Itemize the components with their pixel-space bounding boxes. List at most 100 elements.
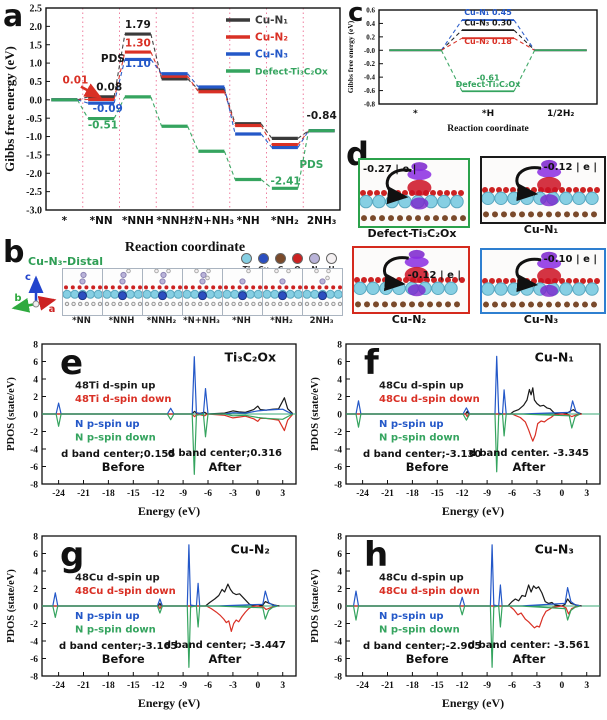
chart-text: Defect-Ti₃C₂Ox [456,80,522,89]
chart-text: -15 [127,681,140,691]
chart-text: -2 [30,428,38,438]
o-atom [566,278,572,284]
ti-atom [507,191,521,206]
c-atom [564,211,570,218]
ti-atom [372,194,386,209]
charge-density-art [354,249,465,308]
connector-line [223,151,236,180]
chart-text: -0.2 [364,60,376,68]
panel-d-charge-density: -0.27 | e | Defect-Ti₃C₂Ox -0.12 | e | Cu-N… [345,138,607,336]
panel-h-pdos-chart: -8 -6 -4 -2 0 2 4 6 8 -24 -21 -18 -15 -12 -9 -6 -3 0 3 h Cu-… [310,532,601,710]
connector-line [260,133,273,148]
charge-density-caption: Cu-N₃ [523,313,559,326]
chart-text: b [14,293,21,304]
h-atom [278,301,283,307]
connector-line [187,75,199,93]
chart-text: -4 [334,445,342,455]
chart-text: 3 [584,489,589,499]
ti-atom [507,282,521,296]
structure-step-label: *NH [232,316,251,326]
chart-text: 8 [33,340,38,350]
chart-text: 4 [337,567,342,577]
ti-atom [245,289,255,299]
o-atom [104,285,108,290]
o-atom [218,285,222,290]
c-atom [454,301,460,308]
ti-atom [125,289,135,299]
chart-text: 2 [337,585,342,595]
h-atom [198,301,203,307]
o-atom [438,277,444,283]
o-atom [124,285,129,290]
chart-text: -18 [406,681,419,691]
chart-text: PDS [299,159,323,171]
o-atom [573,278,579,284]
pdos-curve [42,605,278,668]
o-atom [204,285,209,290]
c-atom [483,301,489,308]
c-atom [382,301,388,308]
connector-line [513,37,535,51]
c-atom [510,211,516,218]
chart-text: -8 [334,672,342,682]
chart-text: 48Cu d-spin up [379,381,464,392]
chart-text: -6 [30,463,38,473]
isosurface-red [537,176,562,193]
ti-atom [165,289,175,299]
chart-text: After [512,460,545,474]
cu-atom [238,291,247,301]
ti-atom [183,289,192,299]
c-atom [433,215,439,222]
o-atom [445,277,451,283]
connector-line [440,19,463,51]
ti-atom [173,289,182,299]
o-atom [482,278,488,284]
chart-text: N p-spin down [379,624,460,635]
chart-text: -6 [508,681,516,691]
o-atom [374,190,380,196]
o-atom [110,285,115,290]
isosurface-purple [540,194,559,207]
o-atom [431,277,437,283]
isosurface-purple [407,169,432,181]
h-atom [297,301,302,307]
h-atom [271,301,276,307]
h-atom [324,301,329,307]
o-atom [178,285,182,290]
structure-step-label: *NN [72,316,91,326]
n-atom [199,278,206,285]
o-atom [84,285,89,290]
ti-atom [379,281,393,296]
o-atom [452,277,458,283]
chart-text: -12 [152,489,165,499]
ti-atom [230,289,240,299]
chart-text: d band center;-2.905 [363,641,481,652]
h-atom [337,301,342,307]
o-atom [211,285,216,290]
ti-atom [437,194,451,209]
ti-atom [70,289,80,299]
h-atom [126,269,131,274]
c-atom [355,301,361,308]
chart-text: -15 [431,489,444,499]
plot-border [45,7,341,211]
ti-atom [270,289,280,299]
charge-density-caption: Cu-N₂ [391,313,427,326]
o-atom [503,187,509,193]
c-atom [555,301,561,308]
chart-text: 48Cu d-spin up [75,573,160,584]
connector-line [440,29,463,51]
h-atom [251,301,256,307]
chart-text: -18 [406,489,419,499]
h-atom [284,301,289,307]
chart-text: 2.0 [30,22,43,33]
o-atom [482,187,488,193]
c-atom [483,211,489,218]
h-atom [246,269,251,274]
h-atom [238,301,243,307]
panel-f-pdos-chart: -8 -6 -4 -2 0 2 4 6 8 -24 -21 -18 -15 -12 -9 -6 -3 0 3 f Cu-… [310,340,601,518]
o-atom [157,285,162,290]
chart-text: 48Ti d-spin down [75,394,171,405]
chart-text: 0.5 [30,77,43,88]
chart-text: Cu-N₃ [255,49,288,61]
